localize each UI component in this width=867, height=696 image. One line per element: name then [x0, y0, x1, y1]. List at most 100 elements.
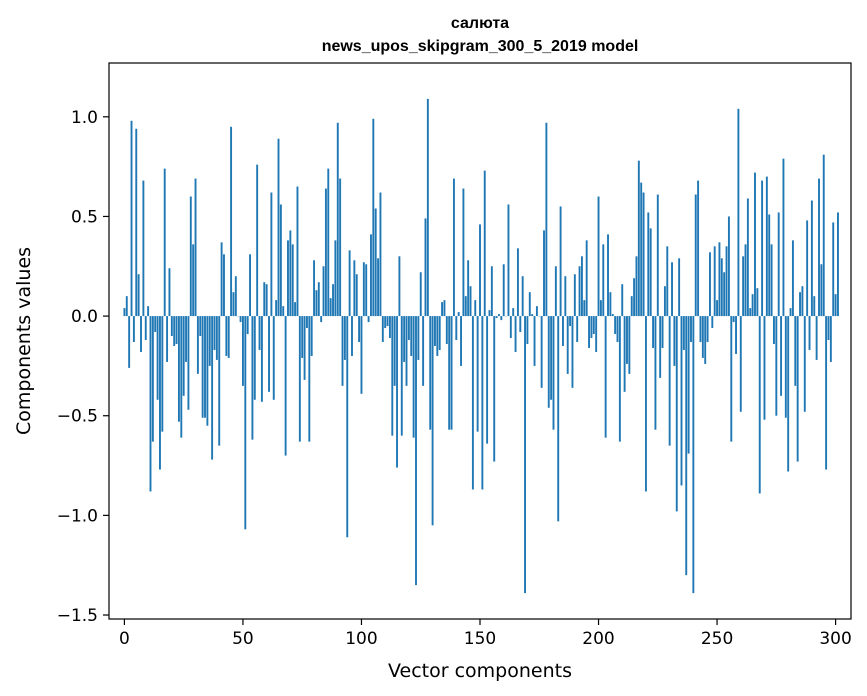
bar	[431, 316, 434, 526]
bar	[837, 212, 839, 317]
bar	[308, 316, 311, 442]
bar	[810, 200, 813, 317]
bar	[668, 316, 671, 446]
bar	[578, 266, 581, 317]
bar	[661, 316, 664, 348]
bar	[154, 316, 157, 333]
bar	[332, 284, 334, 317]
bar	[623, 316, 626, 392]
bar	[716, 300, 719, 317]
bar	[232, 292, 235, 317]
bar	[426, 98, 429, 317]
bar	[791, 240, 794, 317]
bar	[180, 316, 183, 438]
bar	[692, 316, 695, 594]
bar	[147, 306, 150, 317]
bar	[400, 316, 403, 436]
y-tick-label: −1.5	[57, 606, 98, 626]
bar	[241, 316, 244, 386]
bar	[317, 282, 320, 317]
bar	[173, 316, 176, 346]
bar	[443, 300, 446, 317]
y-tick-label: 1.0	[71, 108, 98, 128]
bar	[647, 212, 650, 317]
bar	[388, 316, 391, 339]
bar	[808, 316, 811, 350]
bar	[398, 256, 401, 317]
bar	[633, 278, 636, 317]
bar	[208, 316, 211, 366]
bar	[649, 228, 652, 317]
bar	[765, 176, 768, 317]
bar	[386, 316, 389, 327]
bar	[393, 316, 396, 386]
bar	[201, 316, 204, 418]
bar	[452, 178, 455, 317]
bar	[315, 290, 318, 317]
bar	[528, 292, 531, 317]
bar	[310, 316, 313, 356]
bar	[616, 316, 619, 342]
bar	[709, 252, 711, 317]
bar	[244, 316, 247, 530]
bar	[813, 296, 816, 317]
bar	[234, 276, 237, 317]
bar	[140, 316, 142, 352]
bar	[287, 240, 289, 317]
bar	[488, 310, 491, 317]
bar	[291, 244, 294, 317]
bar	[156, 316, 159, 400]
bar	[737, 108, 740, 317]
bar	[490, 266, 493, 317]
bar	[621, 284, 624, 317]
bar	[151, 316, 154, 442]
bar	[768, 214, 771, 317]
bar	[199, 316, 202, 337]
bar	[481, 316, 484, 490]
bar	[526, 316, 529, 344]
bar	[569, 316, 572, 327]
bar	[758, 316, 761, 494]
bar	[246, 316, 249, 335]
bar	[720, 258, 723, 317]
bar	[329, 298, 332, 317]
bar	[135, 128, 138, 317]
bar	[642, 192, 645, 317]
bar	[336, 122, 339, 317]
bar	[801, 286, 804, 317]
bar	[417, 316, 420, 360]
bar	[782, 158, 785, 317]
bar	[460, 316, 462, 366]
bar	[182, 316, 185, 396]
bar	[495, 316, 498, 319]
bar	[313, 260, 316, 317]
bar	[298, 316, 301, 442]
bar	[464, 296, 467, 317]
bars-group	[123, 98, 839, 594]
bar	[196, 316, 199, 374]
bar	[277, 138, 280, 317]
bar	[756, 288, 759, 317]
bar	[479, 224, 481, 317]
bar	[796, 316, 799, 462]
bar	[407, 316, 410, 340]
bar	[685, 316, 688, 576]
bar	[128, 316, 131, 368]
bar	[628, 316, 631, 374]
bar	[562, 316, 564, 346]
bar	[775, 316, 778, 416]
bar	[507, 204, 510, 317]
bar	[334, 240, 337, 317]
bar	[500, 316, 503, 321]
bar	[545, 122, 548, 317]
bar	[362, 262, 365, 317]
bar	[635, 256, 638, 317]
bar	[749, 308, 752, 317]
bar	[602, 244, 605, 317]
bar	[220, 242, 223, 317]
bar	[377, 258, 380, 317]
bar	[450, 316, 453, 430]
bar	[263, 282, 266, 317]
bar	[557, 316, 560, 522]
bar	[177, 316, 180, 422]
